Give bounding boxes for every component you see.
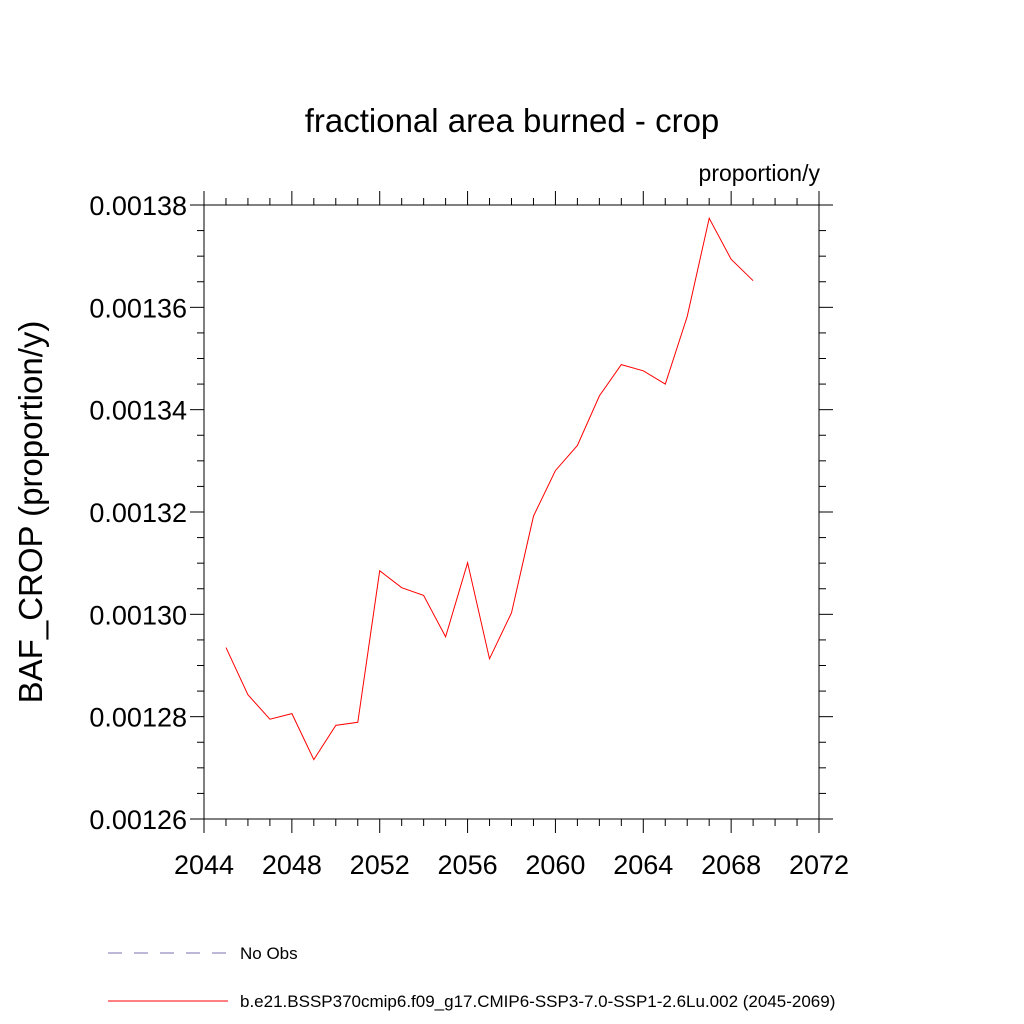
x-tick-label: 2052 bbox=[350, 850, 410, 880]
y-tick-label: 0.00132 bbox=[89, 498, 187, 528]
x-tick-label: 2068 bbox=[701, 850, 761, 880]
legend: No Obs b.e21.BSSP370cmip6.f09_g17.CMIP6-S… bbox=[108, 944, 835, 1011]
x-tick-label: 2044 bbox=[174, 850, 234, 880]
y-tick-label: 0.00130 bbox=[89, 600, 187, 630]
axis-ticks bbox=[190, 191, 833, 833]
axis-tick-labels: 2044 2048 2052 2056 2060 2064 2068 2072 0.00126 0… bbox=[89, 191, 849, 880]
y-tick-label: 0.00136 bbox=[89, 293, 187, 323]
y-tick-label: 0.00138 bbox=[89, 191, 187, 221]
x-tick-label: 2060 bbox=[525, 850, 585, 880]
series-layer bbox=[225, 216, 754, 761]
x-tick-label: 2072 bbox=[789, 850, 849, 880]
y-axis-label: BAF_CROP (proportion/y) bbox=[12, 321, 49, 704]
y-tick-label: 0.00134 bbox=[89, 396, 187, 426]
series-line bbox=[225, 216, 754, 761]
plot-frame bbox=[203, 204, 820, 820]
chart-title: fractional area burned - crop bbox=[305, 102, 720, 139]
y-tick-label: 0.00126 bbox=[89, 805, 187, 835]
x-tick-label: 2048 bbox=[262, 850, 322, 880]
y-tick-label: 0.00128 bbox=[89, 703, 187, 733]
legend-label-1: No Obs bbox=[240, 944, 298, 963]
units-label: proportion/y bbox=[699, 160, 821, 186]
x-tick-label: 2056 bbox=[438, 850, 498, 880]
legend-label-2: b.e21.BSSP370cmip6.f09_g17.CMIP6-SSP3-7.… bbox=[240, 992, 835, 1011]
x-tick-label: 2064 bbox=[613, 850, 673, 880]
